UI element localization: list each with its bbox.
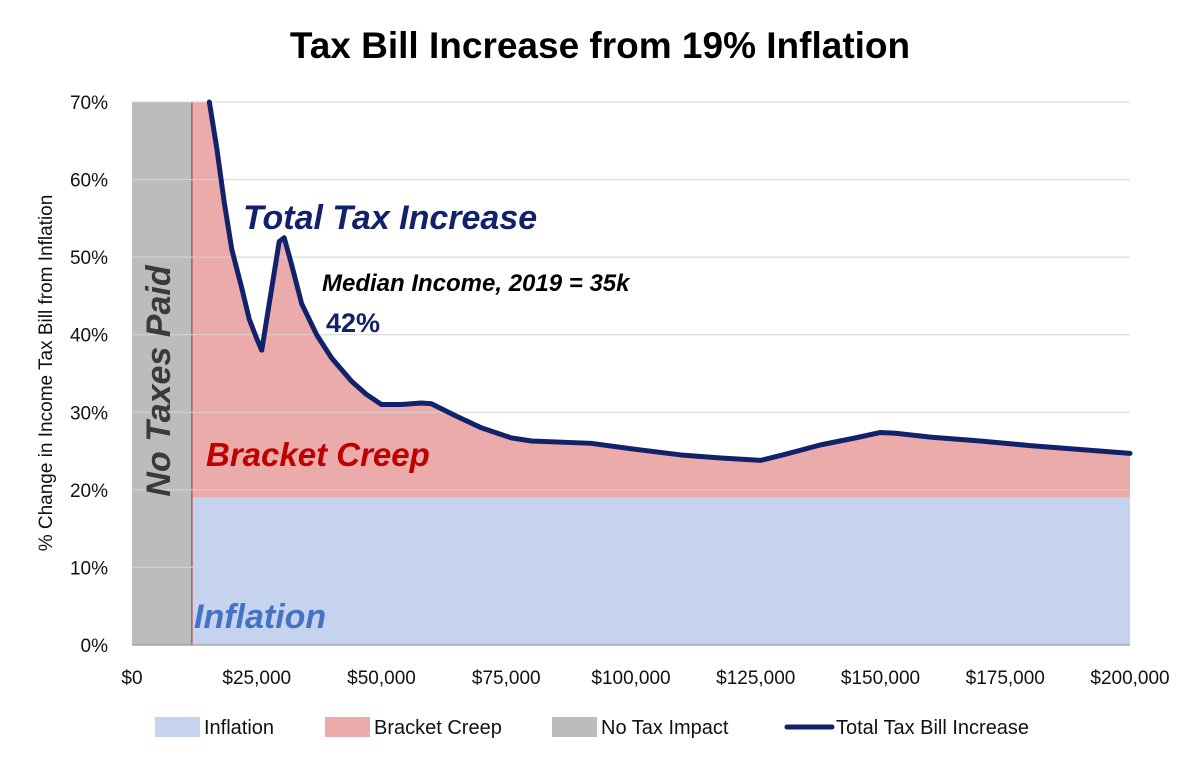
annotation-no-taxes-paid: No Taxes Paid <box>140 264 178 496</box>
x-tick-label: $175,000 <box>966 668 1045 689</box>
x-axis-ticks: $0 $25,000 $50,000 $75,000 $100,000 $125,000 $… <box>121 668 1169 689</box>
x-tick-label: $100,000 <box>591 668 670 689</box>
y-tick-label: 60% <box>70 171 108 192</box>
y-tick-label: 70% <box>70 93 108 114</box>
annotation-bracket-creep: Bracket Creep <box>206 436 430 473</box>
annotation-median-percent: 42% <box>326 308 380 338</box>
annotation-inflation: Inflation <box>194 598 326 636</box>
legend-label: Total Tax Bill Increase <box>836 717 1029 739</box>
y-axis-ticks: 0% 10% 20% 30% 40% 50% 60% 70% <box>70 93 108 657</box>
y-tick-label: 10% <box>70 558 108 579</box>
annotation-total-tax-increase: Total Tax Increase <box>243 199 537 237</box>
y-tick-label: 40% <box>70 326 108 347</box>
inflation-area <box>192 498 1130 645</box>
annotation-median-income: Median Income, 2019 = 35k <box>322 270 631 297</box>
y-axis-label: % Change in Income Tax Bill from Inflati… <box>36 195 57 552</box>
x-tick-label: $125,000 <box>716 668 795 689</box>
chart-title: Tax Bill Increase from 19% Inflation <box>290 25 910 66</box>
x-tick-label: $25,000 <box>222 668 291 689</box>
x-tick-label: $150,000 <box>841 668 920 689</box>
y-tick-label: 0% <box>81 636 109 657</box>
legend-item: Total Tax Bill Increase <box>787 717 1029 739</box>
y-tick-label: 30% <box>70 403 108 424</box>
x-tick-label: $0 <box>121 668 142 689</box>
x-tick-label: $50,000 <box>347 668 416 689</box>
y-tick-label: 20% <box>70 481 108 502</box>
legend-item: No Tax Impact <box>552 717 729 739</box>
area-layer <box>132 102 1130 645</box>
legend-label: Inflation <box>204 717 274 739</box>
legend-label: Bracket Creep <box>374 717 502 739</box>
legend-item: Inflation <box>155 717 274 739</box>
legend-swatch <box>325 717 370 737</box>
x-tick-label: $75,000 <box>472 668 541 689</box>
legend-item: Bracket Creep <box>325 717 502 739</box>
legend-label: No Tax Impact <box>601 717 729 739</box>
legend-swatch <box>155 717 200 737</box>
x-tick-label: $200,000 <box>1090 668 1169 689</box>
legend-swatch <box>552 717 597 737</box>
legend: Inflation Bracket Creep No Tax Impact Total… <box>155 717 1029 739</box>
y-tick-label: 50% <box>70 248 108 269</box>
